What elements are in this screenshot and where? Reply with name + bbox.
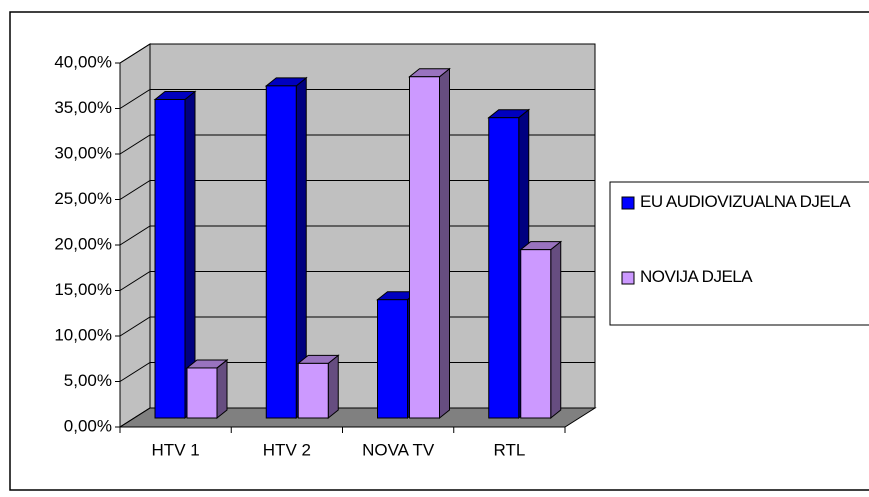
x-tick-label: HTV 1 [152, 440, 200, 459]
bar [519, 240, 563, 420]
bar [264, 76, 308, 420]
bar-front [520, 249, 552, 419]
bar [185, 358, 229, 420]
y-tick-label: 0,00% [64, 416, 112, 435]
y-tick-label: 35,00% [54, 98, 112, 117]
bar-side [550, 240, 562, 420]
bar-front [377, 299, 408, 419]
bar-front [297, 362, 329, 419]
bar [408, 67, 451, 420]
y-tick-label: 30,00% [54, 143, 112, 162]
x-tick-label: NOVA TV [362, 440, 435, 459]
bar-front [409, 76, 440, 419]
bar-side [327, 354, 339, 420]
y-tick-label: 40,00% [54, 52, 112, 71]
y-tick-label: 15,00% [54, 280, 112, 299]
bar-side [439, 67, 450, 420]
bar-front [186, 367, 218, 419]
grid-line [119, 43, 595, 64]
bar-side [216, 358, 228, 420]
x-tick-label: RTL [493, 440, 525, 459]
legend-label: NOVIJA DJELA [640, 267, 753, 286]
y-tick-label: 5,00% [64, 371, 112, 390]
bar-front [265, 85, 297, 419]
bar [296, 354, 340, 420]
bar [153, 90, 197, 420]
y-tick-label: 25,00% [54, 189, 112, 208]
legend-label: EU AUDIOVIZUALNA DJELA [640, 192, 851, 211]
y-tick-label: 10,00% [54, 325, 112, 344]
legend-swatch [621, 196, 635, 210]
y-tick-label: 20,00% [54, 234, 112, 253]
legend-box [609, 181, 869, 326]
legend-swatch [621, 271, 635, 285]
bar-front [488, 117, 520, 419]
bar-front [154, 99, 186, 419]
x-tick-label: HTV 2 [263, 440, 311, 459]
